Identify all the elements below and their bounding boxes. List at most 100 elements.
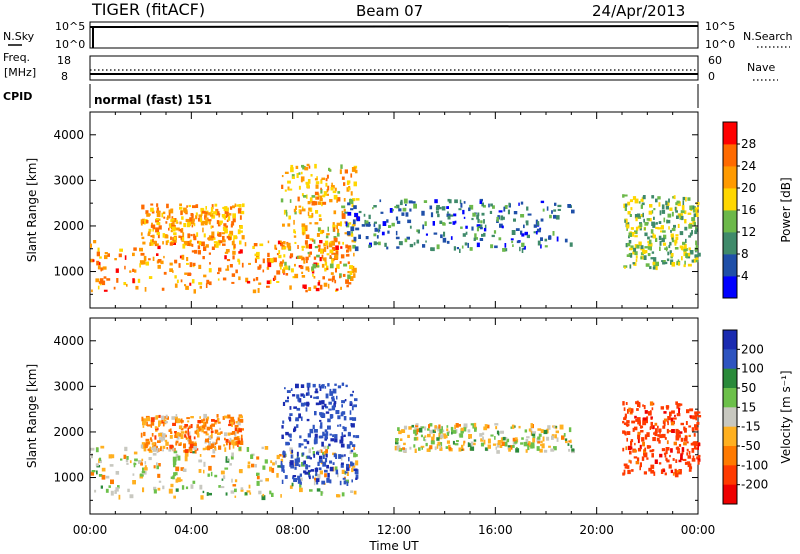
- power-echo-cell: [224, 228, 228, 234]
- velocity-echo-cell: [354, 469, 359, 475]
- power-echo-cell: [174, 275, 177, 279]
- velocity-echo-cell: [633, 456, 638, 459]
- power-echo-cell: [319, 195, 323, 199]
- power-echo-cell: [627, 242, 631, 247]
- power-echo-cell: [195, 212, 198, 216]
- power-echo-cell: [629, 199, 634, 203]
- velocity-echo-cell: [424, 438, 427, 442]
- power-echo-cell: [484, 224, 487, 228]
- power-echo-cell: [658, 202, 661, 207]
- power-echo-cell: [368, 244, 372, 248]
- velocity-colorbar-swatch: [723, 330, 737, 350]
- power-echo-cell: [210, 225, 214, 228]
- velocity-echo-cell: [501, 441, 505, 446]
- velocity-echo-cell: [329, 391, 334, 396]
- velocity-echo-cell: [407, 434, 410, 438]
- velocity-echo-cell: [639, 465, 641, 471]
- power-echo-cell: [645, 263, 650, 267]
- power-echo-cell: [222, 235, 225, 240]
- power-echo-cell: [114, 258, 117, 261]
- velocity-echo-cell: [224, 432, 228, 437]
- velocity-echo-cell: [198, 427, 201, 432]
- velocity-echo-cell: [125, 458, 129, 463]
- power-echo-cell: [189, 282, 192, 286]
- power-echo-cell: [216, 220, 220, 225]
- velocity-echo-cell: [500, 430, 504, 434]
- velocity-echo-cell: [258, 490, 262, 495]
- power-echo-cell: [650, 229, 654, 234]
- power-echo-cell: [462, 209, 465, 215]
- velocity-echo-cell: [559, 424, 564, 430]
- velocity-echo-cell: [654, 422, 658, 426]
- power-echo-cell: [295, 205, 297, 211]
- power-echo-cell: [181, 254, 185, 260]
- power-echo-cell: [333, 237, 338, 243]
- velocity-echo-cell: [310, 395, 313, 398]
- power-echo-cell: [157, 264, 161, 269]
- power-echo-cell: [332, 275, 335, 281]
- power-echo-cell: [133, 247, 137, 251]
- power-echo-cell: [687, 263, 692, 267]
- velocity-echo-cell: [220, 470, 225, 475]
- velocity-echo-cell: [221, 478, 224, 481]
- power-echo-cell: [188, 240, 191, 243]
- velocity-echo-cell: [297, 397, 300, 402]
- velocity-echo-cell: [284, 475, 288, 479]
- power-echo-cell: [358, 234, 361, 239]
- power-echo-cell: [340, 221, 342, 227]
- velocity-echo-cell: [644, 418, 648, 424]
- power-echo-cell: [479, 227, 483, 230]
- power-echo-cell: [202, 208, 205, 213]
- power-echo-cell: [343, 198, 346, 202]
- velocity-echo-cell: [143, 467, 148, 471]
- power-echo-cell: [150, 239, 153, 244]
- power-echo-cell: [305, 289, 308, 293]
- velocity-echo-cell: [126, 456, 129, 460]
- velocity-echo-cell: [100, 485, 103, 489]
- power-echo-cell: [304, 284, 307, 289]
- nave-bottom-tick: 0: [708, 70, 715, 83]
- power-echo-cell: [182, 243, 186, 249]
- velocity-echo-cell: [343, 426, 347, 432]
- velocity-echo-cell: [440, 446, 443, 451]
- power-echo-cell: [628, 232, 632, 237]
- velocity-echo-cell: [173, 495, 176, 499]
- power-echo-cell: [224, 211, 228, 214]
- power-echo-cell: [104, 252, 108, 255]
- velocity-echo-cell: [202, 490, 205, 494]
- power-echo-cell: [515, 228, 520, 231]
- power-echo-cell: [327, 226, 329, 232]
- velocity-echo-cell: [172, 475, 175, 480]
- power-echo-cell: [156, 203, 159, 207]
- power-echo-cell: [365, 223, 369, 227]
- power-echo-cell: [210, 235, 215, 239]
- velocity-echo-cell: [397, 427, 400, 431]
- velocity-echo-cell: [214, 474, 218, 478]
- power-echo-cell: [464, 242, 468, 246]
- power-echo-cell: [524, 245, 526, 250]
- velocity-echo-cell: [341, 432, 343, 437]
- velocity-echo-cell: [467, 429, 471, 433]
- velocity-colorbar-swatch: [723, 388, 737, 408]
- power-echo-cell: [406, 236, 410, 240]
- velocity-echo-cell: [346, 444, 351, 449]
- velocity-echo-cell: [499, 445, 503, 448]
- velocity-echo-cell: [438, 424, 441, 429]
- velocity-echo-cell: [262, 493, 265, 497]
- velocity-echo-cell: [529, 428, 533, 433]
- power-echo-cell: [179, 221, 182, 225]
- velocity-echo-cell: [441, 429, 445, 433]
- velocity-echo-cell: [543, 429, 548, 435]
- velocity-echo-cell: [685, 421, 688, 425]
- power-echo-cell: [315, 210, 319, 214]
- power-echo-cell: [630, 227, 634, 230]
- power-echo-cell: [166, 203, 169, 209]
- power-echo-cell: [440, 234, 443, 239]
- velocity-echo-cell: [318, 400, 322, 405]
- velocity-echo-cell: [622, 430, 626, 434]
- velocity-echo-cell: [261, 495, 266, 501]
- power-echo-cell: [198, 240, 202, 246]
- power-echo-cell: [143, 255, 147, 261]
- power-echo-cell: [537, 240, 541, 246]
- velocity-echo-cell: [692, 455, 695, 461]
